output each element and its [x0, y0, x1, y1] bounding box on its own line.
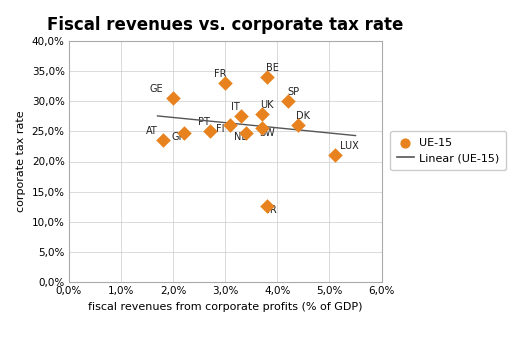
Point: [330, 153, 339, 158]
Text: GR: GR: [171, 132, 185, 142]
Text: LUX: LUX: [340, 141, 359, 151]
Point: [263, 74, 271, 80]
Point: [258, 112, 266, 117]
Point: [258, 125, 266, 131]
Text: AT: AT: [146, 126, 157, 136]
Title: Fiscal revenues vs. corporate tax rate: Fiscal revenues vs. corporate tax rate: [47, 16, 403, 34]
Point: [284, 99, 292, 104]
Legend: UE-15, Linear (UE-15): UE-15, Linear (UE-15): [390, 131, 506, 170]
Text: SW: SW: [259, 128, 275, 138]
Text: NL: NL: [234, 132, 248, 142]
Text: BE: BE: [266, 63, 279, 73]
Text: PT: PT: [198, 117, 210, 127]
Text: UK: UK: [260, 100, 273, 110]
Point: [221, 80, 229, 86]
Point: [294, 122, 303, 128]
Text: IR: IR: [267, 205, 277, 215]
Point: [236, 114, 245, 119]
Text: DK: DK: [296, 111, 311, 121]
X-axis label: fiscal revenues from corporate profits (% of GDP): fiscal revenues from corporate profits (…: [88, 302, 363, 312]
Point: [242, 130, 250, 135]
Text: GE: GE: [149, 84, 163, 94]
Text: FR: FR: [214, 69, 226, 79]
Point: [179, 130, 188, 135]
Text: FI: FI: [216, 124, 224, 134]
Y-axis label: corporate tax rate: corporate tax rate: [16, 111, 26, 212]
Point: [169, 96, 178, 101]
Text: SP: SP: [287, 87, 299, 97]
Point: [158, 138, 167, 143]
Point: [226, 122, 235, 128]
Point: [263, 203, 271, 208]
Point: [205, 129, 214, 134]
Text: IT: IT: [231, 102, 240, 112]
